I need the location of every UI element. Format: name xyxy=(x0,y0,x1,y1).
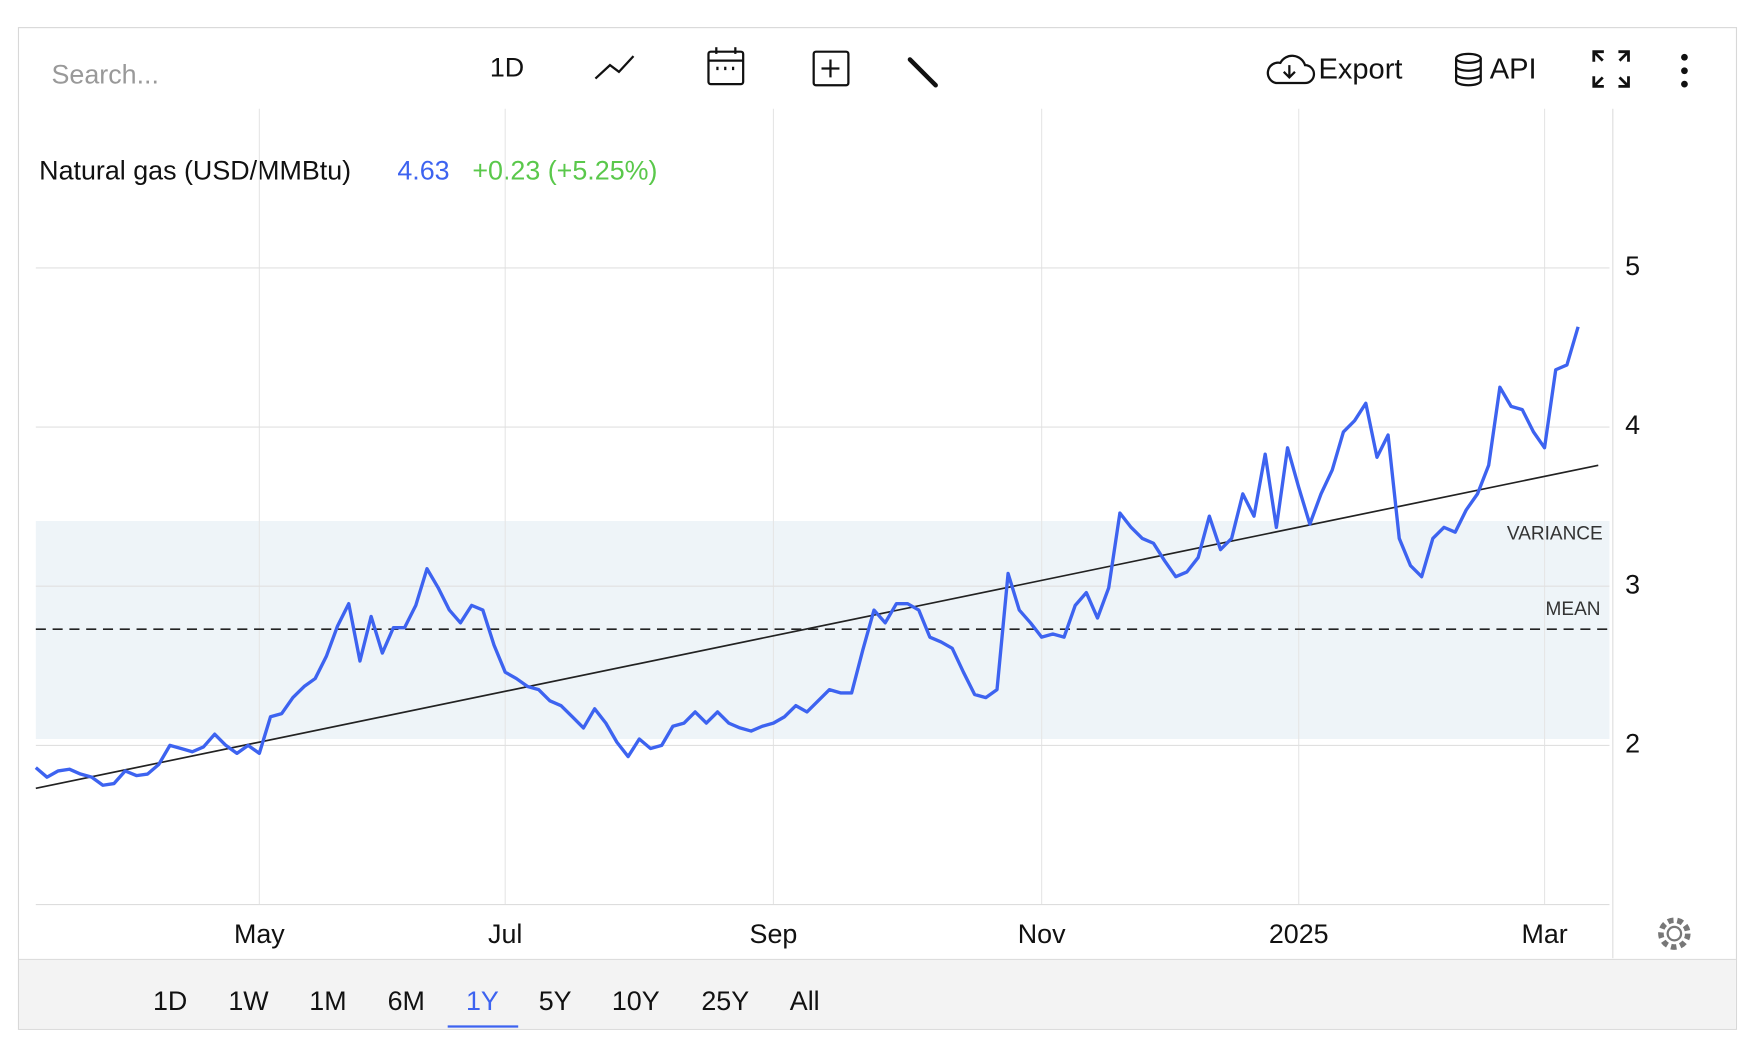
y-tick-label: 5 xyxy=(1625,251,1640,281)
y-tick-label: 2 xyxy=(1625,728,1640,758)
add-icon[interactable] xyxy=(812,50,850,87)
variance-label: VARIANCE xyxy=(1507,523,1603,544)
x-tick-label: Nov xyxy=(1018,919,1066,949)
range-button[interactable]: 1D xyxy=(153,986,187,1016)
fullscreen-icon[interactable] xyxy=(1592,50,1630,88)
range-button[interactable]: 5Y xyxy=(539,986,572,1016)
range-button[interactable]: 6M xyxy=(388,986,425,1016)
settings-icon[interactable] xyxy=(1658,917,1691,950)
search[interactable]: Search... xyxy=(51,59,159,89)
series-name: Natural gas (USD/MMBtu) xyxy=(39,156,351,186)
range-button[interactable]: 25Y xyxy=(701,986,749,1016)
calendar-icon[interactable] xyxy=(707,47,745,86)
api-label[interactable]: API xyxy=(1490,53,1537,85)
export-button[interactable]: Export xyxy=(1266,53,1403,85)
mean-label: MEAN xyxy=(1546,599,1601,620)
x-tick-label: Sep xyxy=(750,919,798,949)
x-tick-label: Mar xyxy=(1521,919,1567,949)
export-label[interactable]: Export xyxy=(1318,53,1402,85)
range-button[interactable]: All xyxy=(790,986,820,1016)
x-tick-label: 2025 xyxy=(1269,919,1329,949)
api-button[interactable]: API xyxy=(1455,52,1537,87)
range-bar xyxy=(19,959,1736,1029)
y-tick-label: 4 xyxy=(1625,410,1640,440)
menu-icon[interactable] xyxy=(1681,53,1688,88)
x-tick-label: Jul xyxy=(488,919,522,949)
header: Natural gas (USD/MMBtu) 4.63 +0.23 (+5.2… xyxy=(39,156,657,186)
trend-line xyxy=(35,464,1599,790)
y-tick-label: 3 xyxy=(1625,569,1640,599)
range-button[interactable]: 1M xyxy=(309,986,346,1016)
range-button[interactable]: 10Y xyxy=(612,986,660,1016)
price-line xyxy=(34,326,1580,787)
x-tick-label: May xyxy=(234,919,285,949)
price: 4.63 xyxy=(397,156,449,186)
line-icon[interactable] xyxy=(594,55,635,80)
tool-icon[interactable] xyxy=(907,57,938,88)
change: +0.23 (+5.25%) xyxy=(472,156,657,186)
range-button[interactable]: 1Y xyxy=(466,986,499,1016)
range-button[interactable]: 1W xyxy=(228,986,269,1016)
interval[interactable]: 1D xyxy=(490,53,524,83)
